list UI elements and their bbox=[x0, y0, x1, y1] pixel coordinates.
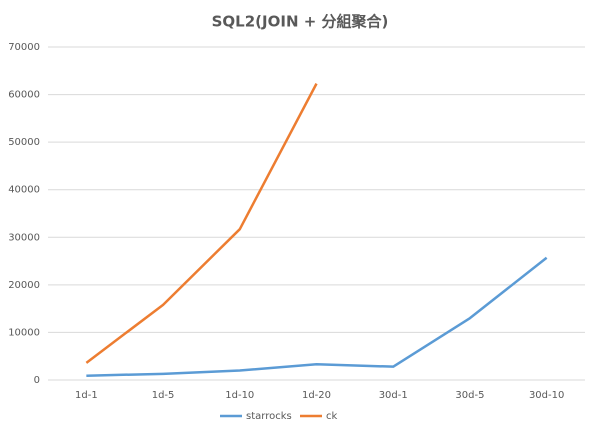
x-tick-label: 30d-10 bbox=[529, 390, 564, 401]
x-tick-label: 1d-1 bbox=[75, 390, 98, 401]
y-tick-label: 0 bbox=[34, 375, 40, 386]
x-tick-label: 1d-20 bbox=[302, 390, 331, 401]
legend-label: ck bbox=[326, 411, 337, 422]
x-tick-label: 1d-10 bbox=[225, 390, 254, 401]
y-tick-label: 60000 bbox=[8, 90, 40, 101]
y-tick-label: 30000 bbox=[8, 232, 40, 243]
chart-title: SQL2(JOIN + 分組聚合) bbox=[212, 13, 389, 31]
y-tick-label: 10000 bbox=[8, 327, 40, 338]
series-line bbox=[86, 256, 548, 377]
y-tick-label: 20000 bbox=[8, 280, 40, 291]
x-tick-label: 1d-5 bbox=[152, 390, 175, 401]
y-tick-label: 50000 bbox=[8, 137, 40, 148]
legend-label: starrocks bbox=[246, 411, 292, 422]
x-tick-label: 30d-5 bbox=[455, 390, 484, 401]
series-line bbox=[85, 83, 318, 364]
y-tick-label: 70000 bbox=[8, 42, 40, 53]
x-tick-label: 30d-1 bbox=[379, 390, 408, 401]
y-tick-label: 40000 bbox=[8, 185, 40, 196]
